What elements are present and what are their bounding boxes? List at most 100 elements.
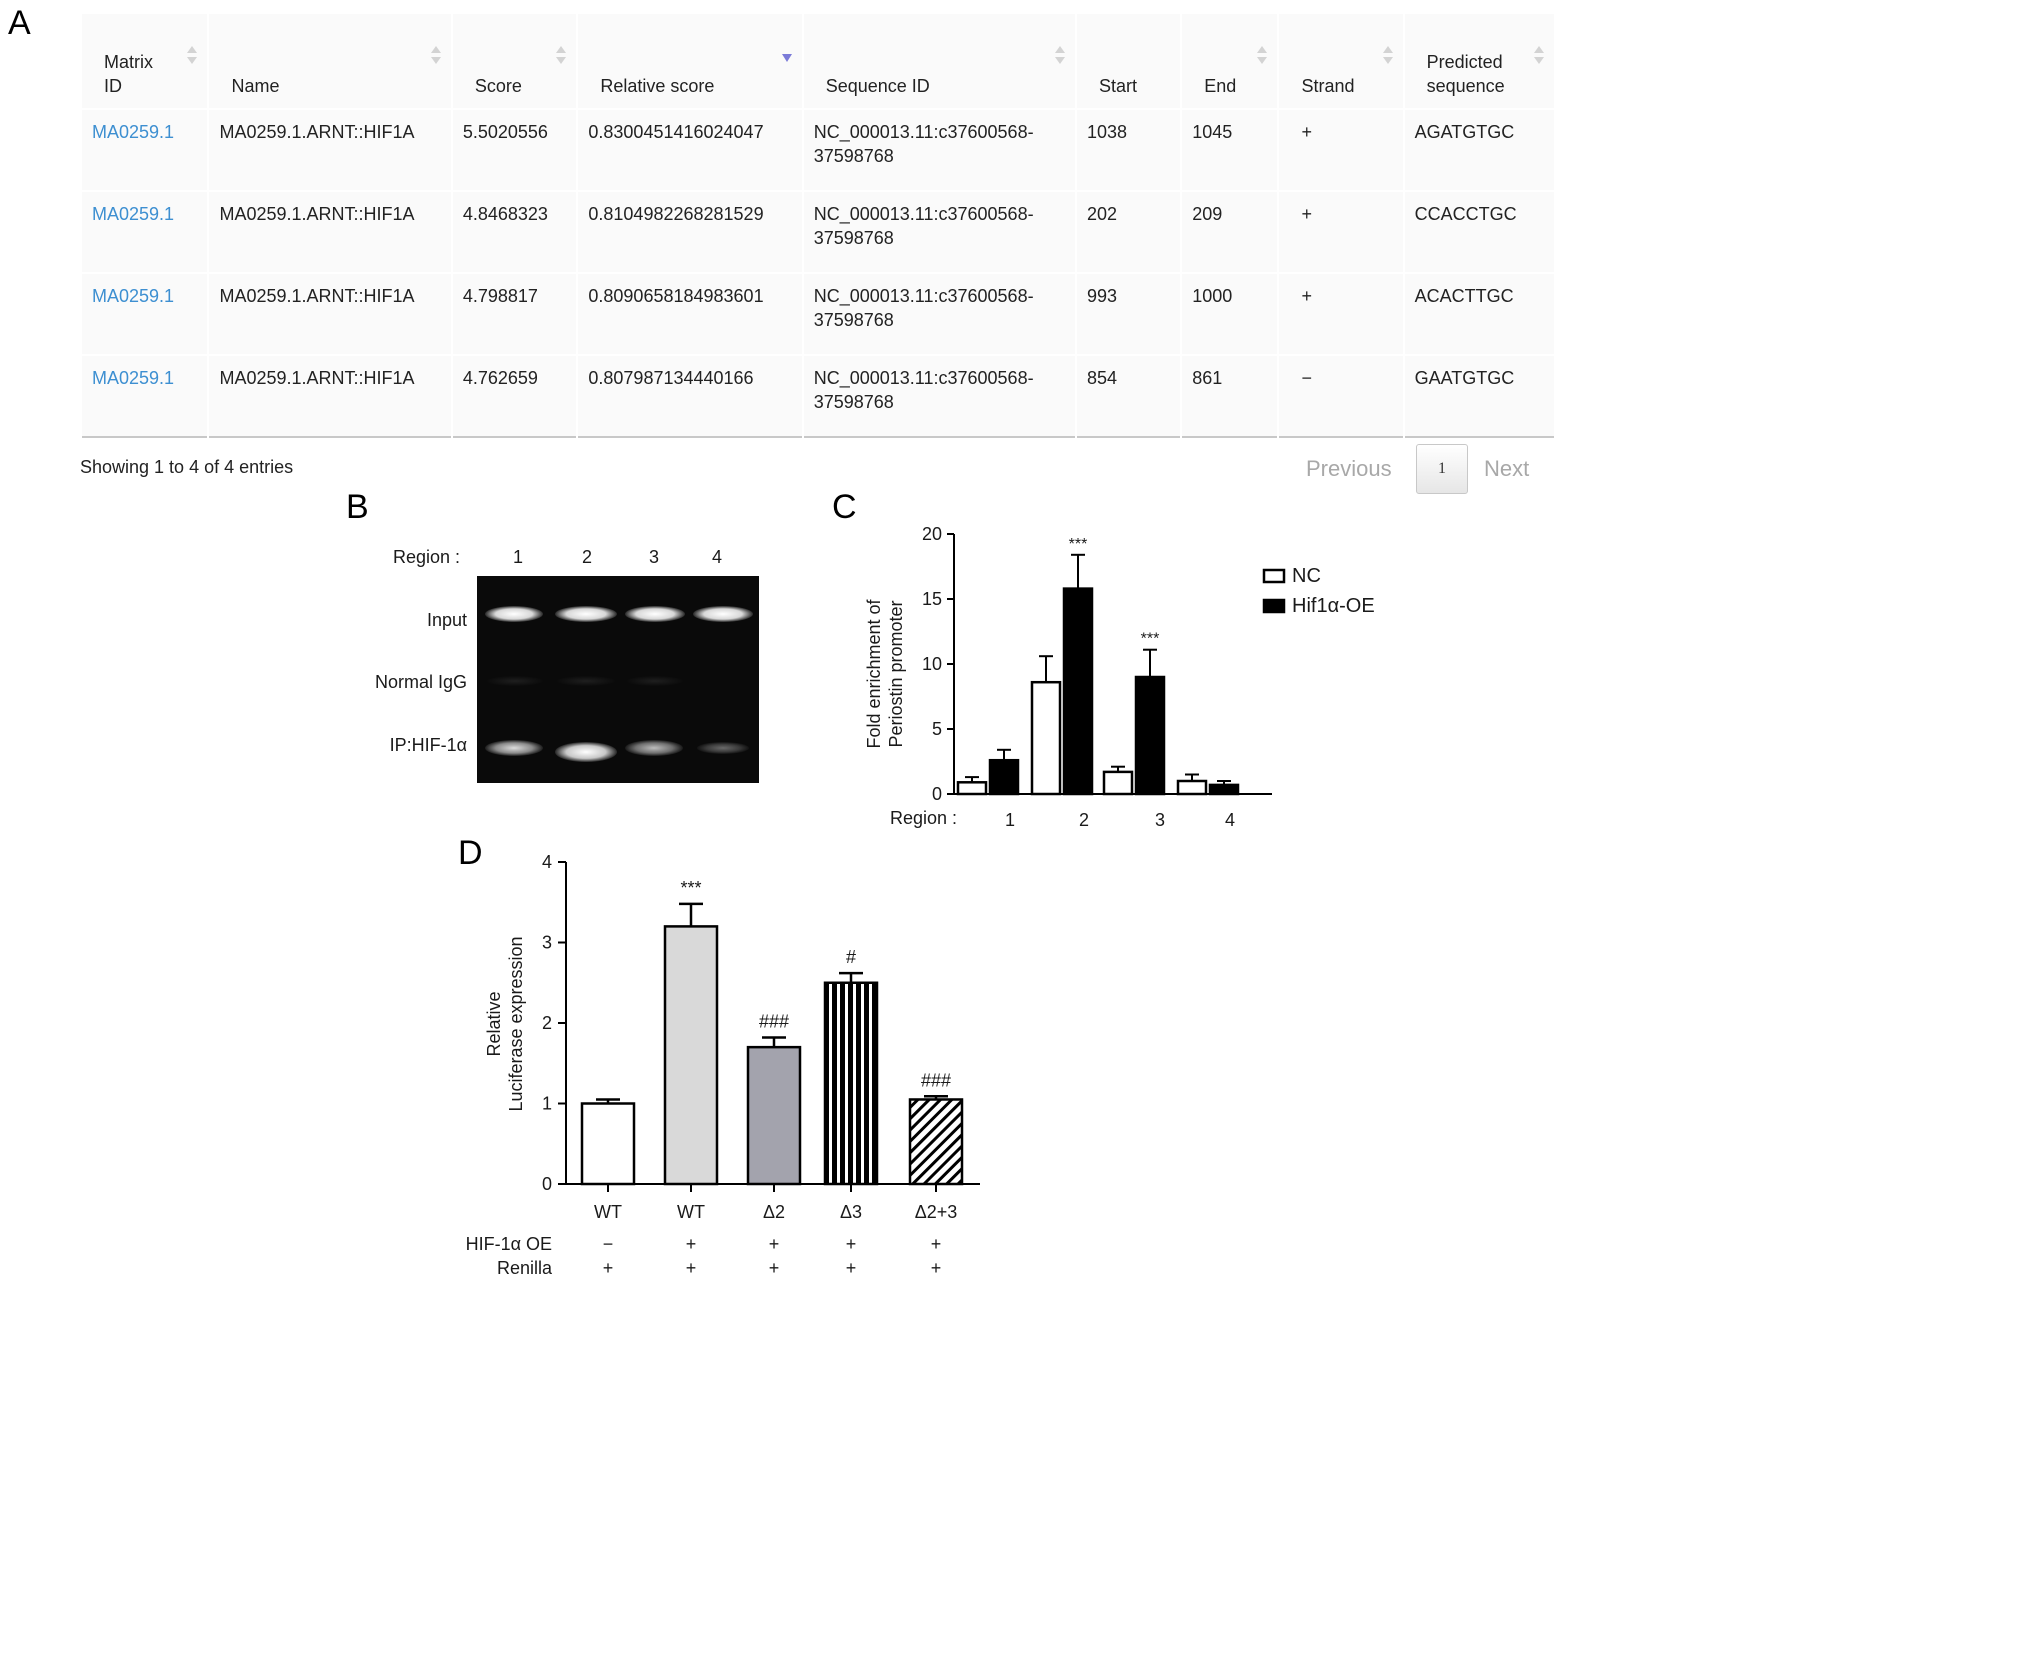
matrix-id-link[interactable]: MA0259.1 [82,192,208,272]
bar-hif1a-oe [1134,675,1166,796]
column-header[interactable]: Name [209,14,451,108]
condition-value: + [846,1234,857,1254]
table-cell: 1045 [1182,110,1278,190]
table-cell: 4.798817 [452,274,577,354]
matrix-id-link[interactable]: MA0259.1 [82,110,208,190]
table-cell: MA0259.1.ARNT::HIF1A [209,110,451,190]
sort-icon[interactable] [1382,44,1393,68]
chart-d-bars: ***####### [580,878,964,1186]
chart-c-legend: NC Hif1α-OE [1262,565,1375,617]
bar-nc [956,781,988,796]
condition-value: + [769,1234,780,1254]
sort-icon[interactable] [556,44,567,68]
gel-row-normal-igg: Normal IgG [374,672,467,692]
column-header[interactable]: Start [1077,14,1181,108]
table-cell: NC_000013.11:c37600568- 37598768 [803,192,1075,272]
table-row: MA0259.1 MA0259.1.ARNT::HIF1A 4.762659 0.80… [82,356,1554,438]
table-cell: MA0259.1.ARNT::HIF1A [209,356,451,438]
gel-band [487,676,543,686]
column-header-label: Name [231,76,280,96]
sort-icon[interactable] [187,44,198,68]
next-page-button[interactable]: Next [1484,456,1530,481]
legend-swatch [1262,568,1286,584]
panel-label-d: D [458,834,483,872]
column-header[interactable]: Strand [1279,14,1403,108]
x-tick-label: Δ2 [763,1202,785,1222]
significance-marker: *** [680,878,701,898]
gel-lane-3: 3 [649,547,660,567]
sort-desc-icon[interactable] [781,44,792,68]
y-tick-label: 0 [932,784,942,804]
y-tick-label: 3 [542,933,552,953]
matrix-id-link[interactable]: MA0259.1 [82,274,208,354]
table-cell: 1038 [1077,110,1181,190]
gel-row-ip-hif1a: IP:HIF-1α [389,735,467,755]
table-cell: NC_000013.11:c37600568- 37598768 [803,274,1075,354]
sort-icon[interactable] [1257,44,1268,68]
table-cell: 0.8300451416024047 [578,110,802,190]
table-row: MA0259.1 MA0259.1.ARNT::HIF1A 4.798817 0.80… [82,274,1554,354]
condition-value: + [769,1258,780,1278]
page-1-button[interactable]: 1 [1416,444,1468,494]
x-tick-label: 2 [1079,810,1089,830]
panel-label-c: C [832,488,857,526]
legend-swatch [1262,598,1286,614]
chart-c-axes: 0 5 10 15 20 Region : 1 2 3 4 [890,524,1272,830]
y-tick-label: 4 [542,852,552,872]
table-cell: MA0259.1.ARNT::HIF1A [209,274,451,354]
column-header[interactable]: End [1182,14,1278,108]
x-tick-label: WT [594,1202,622,1222]
matrix-id-link[interactable]: MA0259.1 [82,356,208,438]
previous-page-button[interactable]: Previous [1306,456,1392,481]
chart-d-ylabel: Relative Luciferase expression [484,936,526,1111]
x-tick-label: Δ2+3 [915,1202,958,1222]
column-header-label: Sequence ID [825,76,930,96]
bar-nc [1030,680,1062,796]
table-cell: CCACCTGC [1404,192,1554,272]
column-header[interactable]: Relative score [578,14,802,108]
y-tick-label: 1 [542,1094,552,1114]
condition-value: + [846,1258,857,1278]
gel-band [485,606,543,622]
condition-value: + [931,1258,942,1278]
gel-band [625,606,685,622]
column-header[interactable]: Score [452,14,577,108]
results-table: Matrix ID Name Score Relative score Sequence… [80,12,1556,440]
condition-value: + [686,1234,697,1254]
y-tick-label: 0 [542,1174,552,1194]
x-tick-label: 4 [1225,810,1235,830]
chart-d: Relative Luciferase expression 0 1 2 3 4 WT WT Δ… [466,852,980,1278]
chart-c-bars: *** *** [956,536,1240,796]
chart-c: Fold enrichment of Periostin promoter 0 5 1… [864,524,1375,830]
column-header-label: Strand [1301,76,1355,96]
x-tick-label: WT [677,1202,705,1222]
y-tick-label: 15 [922,589,942,609]
bar [823,981,879,1186]
x-tick-label: 1 [1005,810,1015,830]
x-tick-label: Δ3 [840,1202,862,1222]
table-info-text: Showing 1 to 4 of 4 entries [80,457,294,477]
column-header-label: Score [474,76,522,96]
bar-hif1a-oe [1208,783,1240,796]
table-cell: AGATGTGC [1404,110,1554,190]
table-cell: NC_000013.11:c37600568- 37598768 [803,356,1075,438]
y-tick-label: 5 [932,719,942,739]
sort-icon[interactable] [1534,44,1544,68]
x-tick-label: 3 [1155,810,1165,830]
legend-label: Hif1α-OE [1292,595,1375,617]
table-cell: 1000 [1182,274,1278,354]
gel-band [555,606,617,622]
column-header[interactable]: Sequence ID [803,14,1075,108]
panel-label-b: B [346,488,369,526]
table-body: MA0259.1 MA0259.1.ARNT::HIF1A 5.5020556 0.8… [82,110,1554,438]
significance-marker: ### [759,1011,789,1031]
column-header[interactable]: Predicted sequence [1404,14,1554,108]
gel-band [697,742,749,754]
sort-icon[interactable] [430,44,441,68]
table-cell: 0.8090658184983601 [578,274,802,354]
column-header[interactable]: Matrix ID [82,14,208,108]
gel-band [693,606,753,622]
sort-icon[interactable] [1055,44,1065,68]
table-cell: 993 [1077,274,1181,354]
pagination: Previous 1 Next [1300,444,1556,496]
